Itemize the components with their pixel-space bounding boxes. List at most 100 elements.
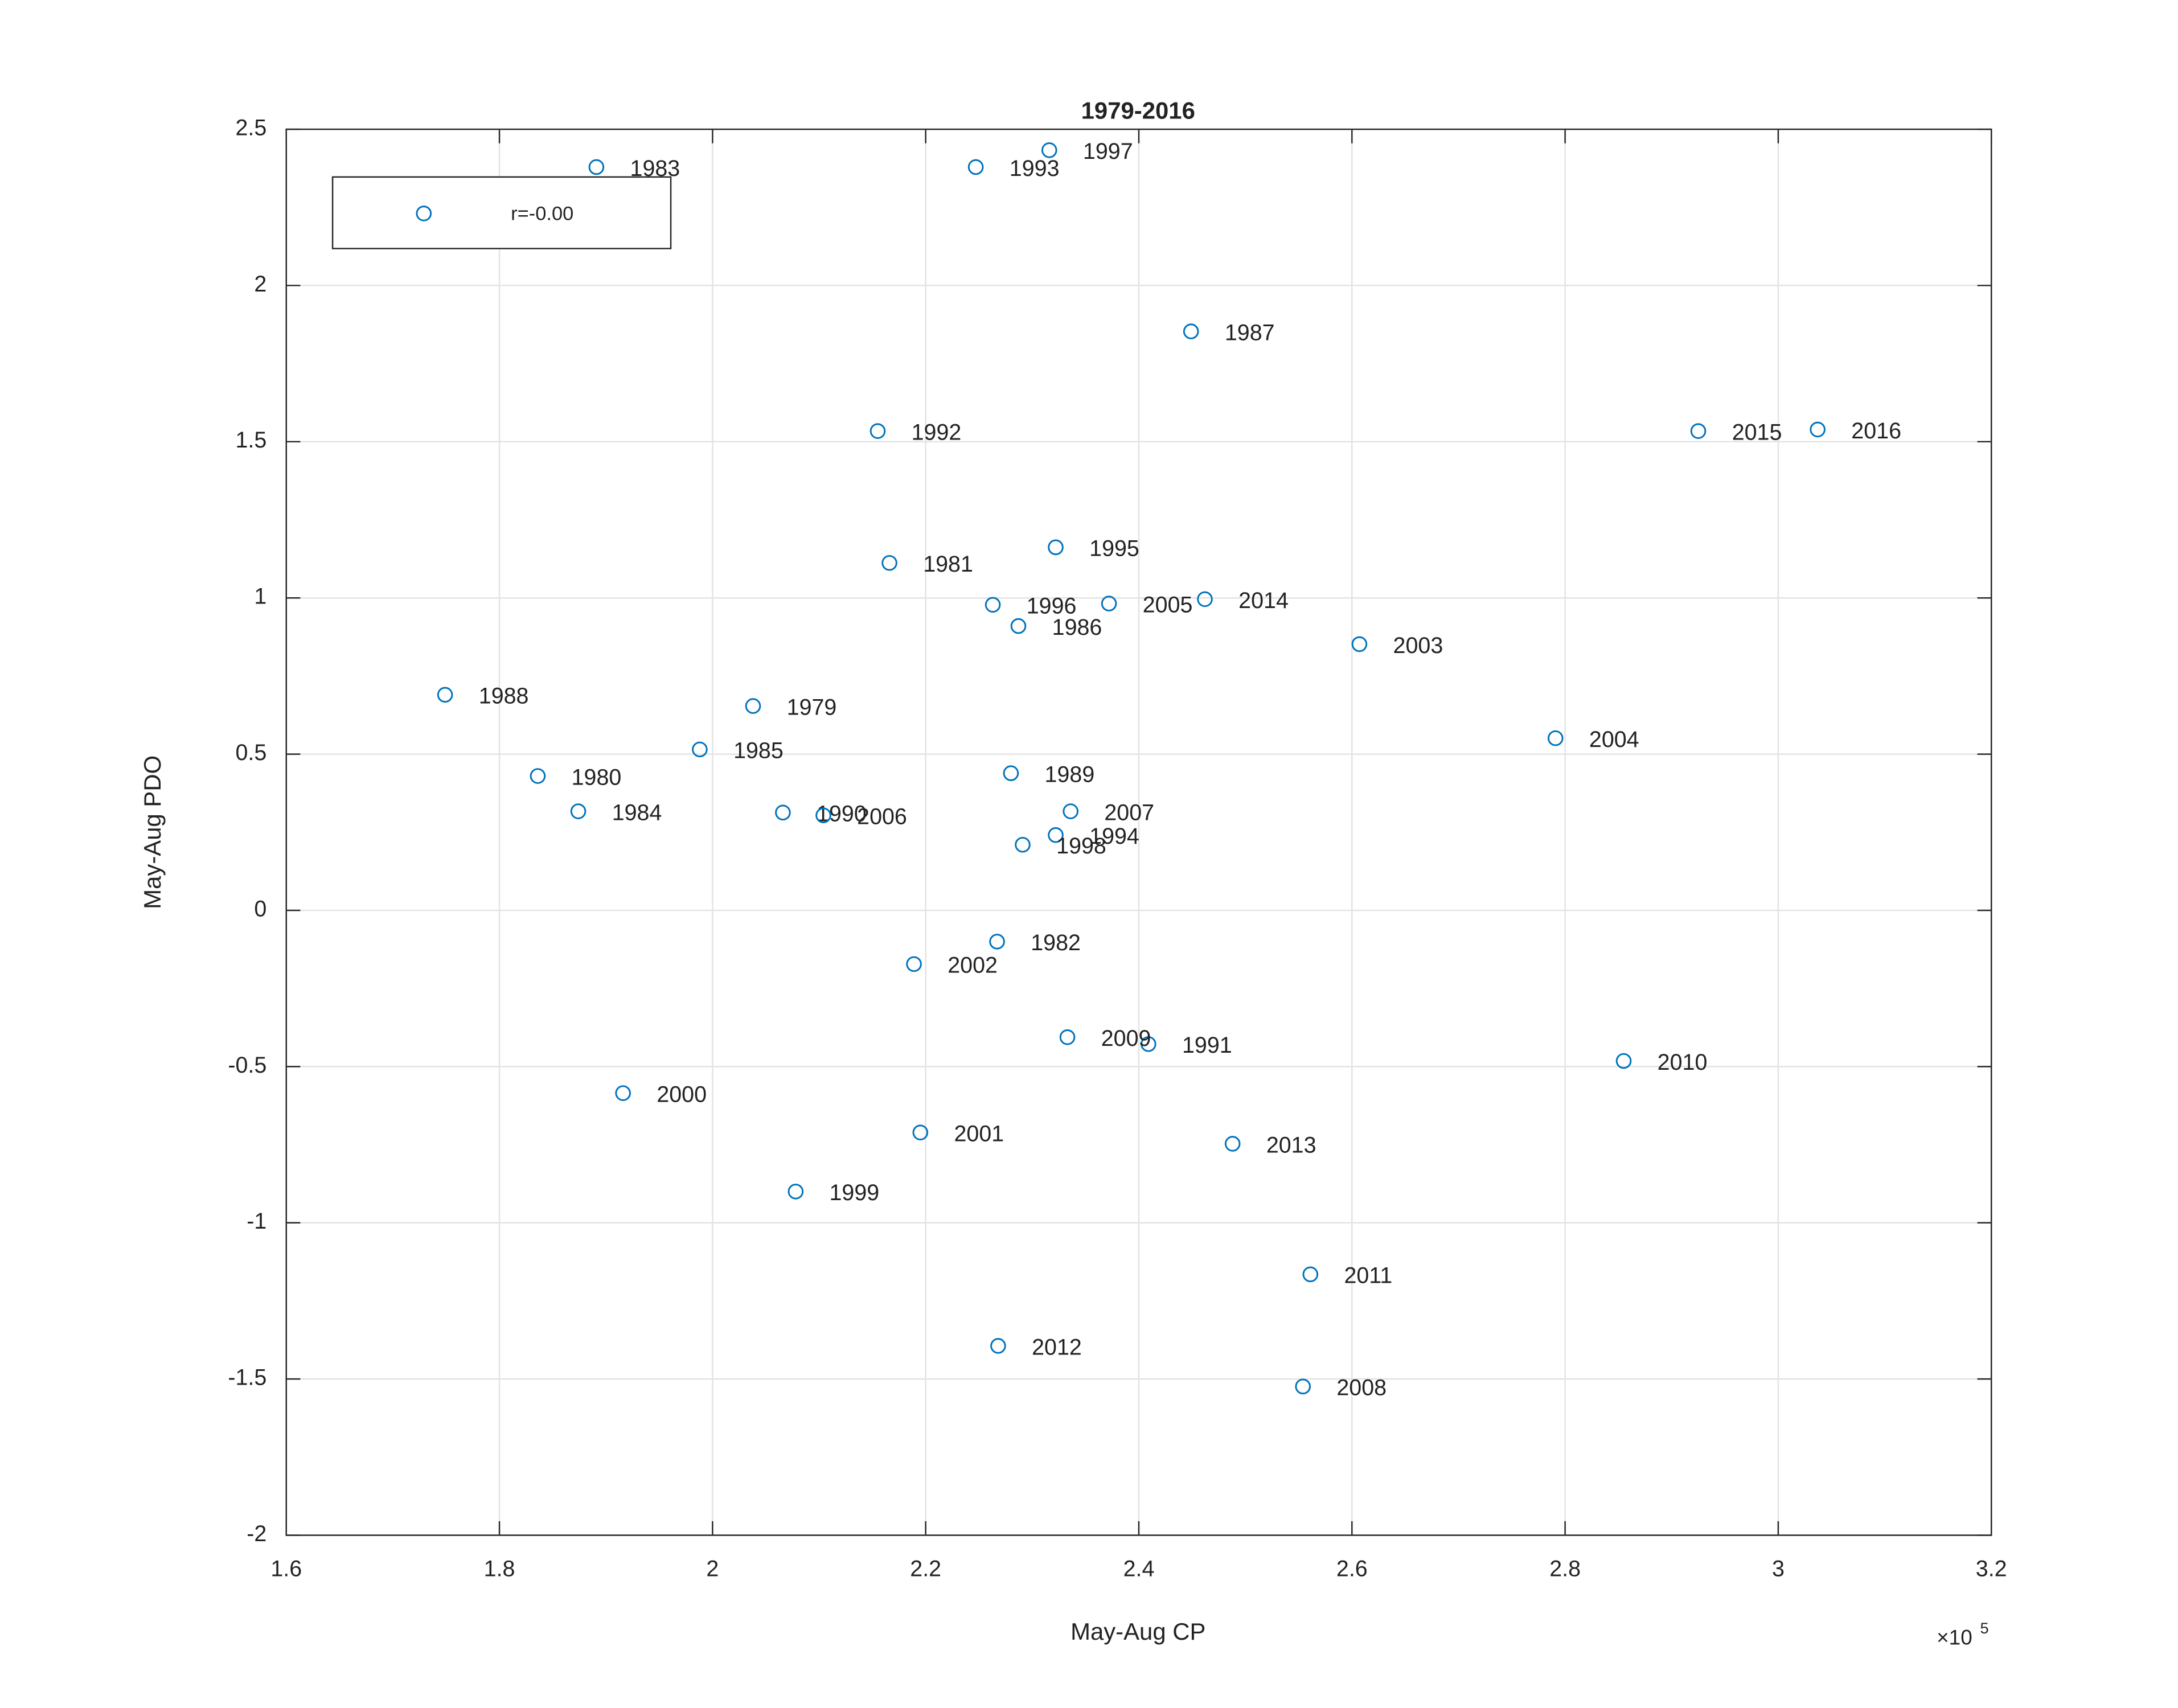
point [787, 1184, 804, 1200]
point [985, 597, 1001, 613]
legend-marker [416, 206, 432, 221]
x-tick-label: 2.8 [1549, 1557, 1581, 1582]
point [967, 159, 984, 175]
point [615, 1085, 631, 1101]
y-tick-label: -0.5 [228, 1053, 266, 1078]
point-label: 2000 [657, 1082, 707, 1107]
point-label: 2009 [1101, 1026, 1151, 1051]
point-label: 2005 [1143, 592, 1193, 617]
point [1063, 803, 1079, 819]
point-label: 1981 [923, 552, 973, 577]
y-tick-label: -1.5 [228, 1365, 266, 1390]
y-tick-label: 1.5 [235, 428, 266, 453]
point [1059, 1029, 1076, 1045]
point [1224, 1136, 1241, 1152]
plot-frame [285, 128, 1992, 1536]
point [1197, 591, 1213, 607]
y-axis-label: May-Aug PDO [139, 756, 166, 909]
point [1810, 421, 1826, 438]
point [775, 804, 791, 821]
point [745, 698, 761, 714]
point [912, 1124, 929, 1140]
point-label: 2014 [1238, 588, 1289, 613]
point [1351, 636, 1368, 652]
point [437, 687, 453, 703]
x-tick-label: 2.4 [1123, 1557, 1155, 1582]
point [881, 555, 897, 571]
x-tick-label: 1.6 [270, 1557, 302, 1582]
point [1048, 827, 1064, 843]
point [1015, 836, 1031, 853]
point-label: 1996 [1027, 594, 1077, 619]
point-label: 1992 [912, 420, 962, 445]
point [815, 807, 831, 823]
x-tick-label: 3 [1772, 1557, 1785, 1582]
point [570, 803, 586, 819]
y-tick-label: 0.5 [235, 740, 266, 765]
point-label: 2008 [1336, 1376, 1387, 1401]
point-label: 2012 [1032, 1335, 1082, 1360]
point-label: 1979 [787, 695, 837, 720]
point-label: 2003 [1393, 633, 1443, 658]
point [1690, 423, 1707, 439]
point [1003, 765, 1019, 781]
point-label: 1993 [1010, 156, 1060, 181]
point-label: 1997 [1083, 139, 1133, 164]
point-label: 2010 [1658, 1050, 1708, 1075]
point-label: 2004 [1589, 727, 1639, 752]
point-label: 1985 [733, 738, 784, 763]
x-tick-label: 3.2 [1976, 1557, 2007, 1582]
point [530, 768, 546, 784]
point-label: 2015 [1732, 420, 1782, 445]
y-tick-label: 2.5 [235, 115, 266, 140]
x-axis-label: May-Aug CP [1070, 1618, 1205, 1645]
point-label: 2013 [1266, 1132, 1316, 1157]
point [989, 934, 1005, 950]
point-label: 1980 [572, 765, 622, 790]
point-label: 1995 [1089, 536, 1139, 561]
y-tick-label: 2 [254, 272, 266, 297]
point-label: 2001 [954, 1122, 1004, 1147]
point-label: 2016 [1851, 418, 1901, 444]
point-label: 1989 [1045, 762, 1095, 787]
point [990, 1338, 1006, 1354]
x-multiplier-exponent: 5 [1980, 1619, 1988, 1637]
point-label: 1988 [479, 684, 529, 709]
y-tick-label: 0 [254, 896, 266, 921]
point-label: 1994 [1089, 824, 1139, 849]
point-label: 2002 [948, 953, 998, 978]
point-label: 1982 [1031, 930, 1081, 955]
y-tick-label: 1 [254, 584, 266, 609]
y-tick-label: -1 [247, 1209, 266, 1234]
point-label: 1987 [1225, 320, 1275, 345]
x-tick-label: 2 [706, 1557, 719, 1582]
legend-box [331, 176, 672, 249]
point [906, 956, 922, 972]
point [1183, 323, 1199, 339]
point [1048, 539, 1064, 556]
point [1041, 142, 1057, 158]
point [1547, 730, 1564, 746]
point-label: 1991 [1182, 1033, 1232, 1058]
point-label: 2011 [1344, 1263, 1392, 1288]
y-tick-label: -2 [247, 1521, 266, 1546]
x-tick-label: 2.2 [910, 1557, 941, 1582]
point [1010, 618, 1027, 634]
point-label: 1998 [1056, 834, 1106, 859]
point-label: 1984 [612, 800, 662, 825]
point-label: 2006 [857, 804, 907, 830]
point-label: 1986 [1052, 615, 1102, 640]
legend-label: r=-0.00 [511, 203, 573, 225]
point-label: 1999 [830, 1180, 880, 1205]
point [1101, 596, 1117, 611]
x-tick-label: 1.8 [484, 1557, 515, 1582]
chart-title: 1979-2016 [1081, 97, 1195, 124]
point [1615, 1053, 1632, 1069]
point [1141, 1036, 1156, 1052]
point [1295, 1378, 1311, 1395]
x-tick-label: 2.6 [1336, 1557, 1368, 1582]
point [1302, 1266, 1319, 1283]
point [869, 423, 886, 439]
point [588, 159, 605, 175]
